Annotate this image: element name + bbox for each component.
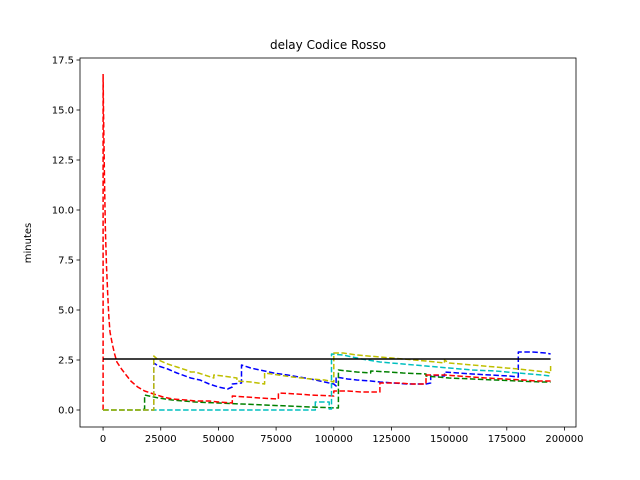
y-tick-label: 0.0 — [58, 406, 74, 417]
x-tick-label: 175000 — [488, 434, 526, 445]
series-line-2 — [102, 73, 551, 410]
x-tick-label: 100000 — [315, 434, 353, 445]
chart-title: delay Codice Rosso — [270, 38, 386, 52]
y-tick-label: 12.5 — [52, 156, 74, 167]
y-axis-label: minutes — [23, 223, 34, 263]
y-tick-label: 2.5 — [58, 356, 74, 367]
y-tick-label: 15.0 — [52, 106, 74, 117]
y-tick-label: 5.0 — [58, 306, 74, 317]
ticks: 0 25000 50000 75000 100000 125000 150000 175000… — [52, 56, 584, 446]
x-tick-label: 200000 — [545, 434, 583, 445]
plot-area — [102, 73, 552, 411]
series-line-4 — [103, 352, 552, 411]
x-tick-label: 75000 — [260, 434, 292, 445]
x-tick-label: 150000 — [430, 434, 468, 445]
y-tick-label: 7.5 — [58, 256, 74, 267]
y-tick-label: 17.5 — [52, 56, 74, 67]
series-line-1 — [103, 369, 551, 411]
x-tick-label: 50000 — [203, 434, 235, 445]
y-tick-label: 10.0 — [52, 206, 74, 217]
x-tick-label: 125000 — [372, 434, 410, 445]
series-line-3 — [103, 353, 551, 411]
axes-frame — [79, 57, 577, 428]
x-tick-label: 0 — [100, 434, 106, 445]
series-line-0 — [103, 351, 551, 411]
x-tick-label: 25000 — [145, 434, 177, 445]
